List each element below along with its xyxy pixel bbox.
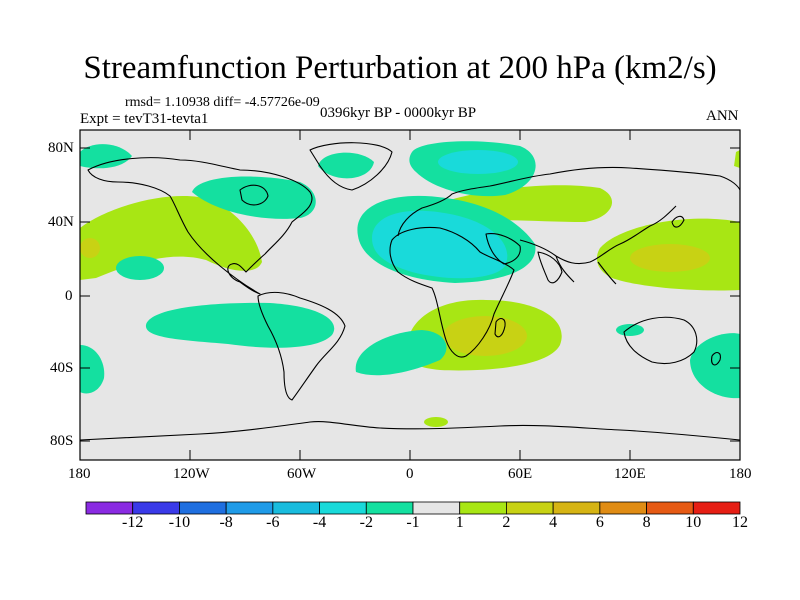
contour-neg-npacific — [80, 144, 132, 169]
coast-north-america — [87, 157, 313, 295]
coast-south-america — [257, 291, 346, 401]
colorbar-label: -12 — [122, 514, 144, 531]
lon-ticks — [79, 130, 631, 460]
lon-label-60w: 60W — [287, 466, 317, 482]
colorbar-label: -2 — [359, 514, 373, 531]
lon-label-180w: 180 — [68, 466, 91, 482]
contour-neg2-nafrica — [372, 210, 508, 279]
period-label: 0396kyr BP - 0000kyr BP — [320, 105, 477, 121]
colorbar-label: -4 — [312, 514, 327, 531]
colorbar-box — [506, 501, 554, 515]
coast-hudson-bay — [239, 184, 269, 206]
lon-label-180e: 180 — [729, 466, 752, 482]
colorbar-box — [552, 501, 601, 515]
lat-label-40s: 40S — [50, 360, 74, 376]
contour-neg-canada — [192, 176, 316, 219]
coast-greenland — [309, 142, 393, 191]
positive-strong-contours — [80, 238, 710, 356]
colorbar-box — [646, 501, 694, 515]
lon-label-120w: 120W — [173, 466, 210, 482]
colorbar-label: 6 — [595, 514, 604, 531]
lat-label-0: 0 — [65, 288, 73, 304]
contour-neg-indianocean — [616, 324, 644, 336]
contour-pos-topright — [734, 150, 740, 168]
colorbar-label: 1 — [455, 514, 464, 531]
colorbar-box — [132, 501, 180, 515]
lat-ticks — [80, 147, 740, 442]
season-label: ANN — [706, 108, 739, 124]
coast-australia — [623, 316, 698, 365]
contour-neg-satlantic — [355, 330, 447, 376]
coastlines — [80, 142, 740, 441]
colorbar-box — [319, 501, 367, 515]
colorbar-box — [599, 501, 647, 515]
colorbar-box — [459, 501, 507, 515]
lat-label-80s: 80S — [50, 433, 74, 449]
contour-pos2-epacific — [80, 238, 100, 258]
contour-pos-antarctic — [424, 417, 448, 427]
coast-madagascar — [494, 317, 506, 338]
colorbar-label: 2 — [502, 514, 511, 531]
colorbar-box — [225, 501, 274, 515]
colorbar-box — [179, 501, 227, 515]
colorbar-box — [692, 501, 741, 515]
colorbar-box — [365, 501, 414, 515]
lon-label-0: 0 — [406, 466, 414, 482]
contour-neg-spacific — [145, 302, 335, 348]
coast-arabia — [485, 233, 521, 265]
coast-new-zealand — [711, 351, 721, 366]
lon-label-60e: 60E — [508, 466, 533, 482]
lat-label-40n: 40N — [48, 214, 74, 230]
colorbar-label: -6 — [266, 514, 280, 531]
colorbar-boxes — [85, 501, 741, 515]
lon-label-120e: 120E — [614, 466, 646, 482]
contour-fills — [80, 141, 740, 427]
coast-africa — [389, 226, 515, 358]
contour-neg2-arctic — [438, 150, 518, 174]
coast-europe-asia — [397, 166, 740, 285]
experiment-label: Expt = tevT31-tevta1 — [80, 111, 209, 127]
colorbar-box — [85, 501, 134, 515]
colorbar-label: 12 — [732, 514, 748, 531]
colorbar-label: 10 — [685, 514, 702, 531]
colorbar-label: -10 — [168, 514, 191, 531]
coast-antarctica — [80, 421, 740, 441]
colorbar-box — [272, 501, 320, 515]
contour-pos2-wpacific — [630, 244, 710, 272]
contour-pos2-safrica — [443, 316, 527, 356]
stats-label: rmsd= 1.10938 diff= -4.57726e-09 — [125, 95, 320, 110]
contour-neg-southeast — [690, 333, 740, 399]
coast-japan — [671, 215, 685, 228]
map-background — [80, 130, 740, 460]
colorbar-label: 4 — [549, 514, 558, 531]
chart-title: Streamfunction Perturbation at 200 hPa (… — [83, 50, 717, 86]
lat-label-80n: 80N — [48, 140, 74, 156]
contour-neg-southwest — [80, 345, 105, 394]
colorbar — [85, 501, 741, 515]
coast-india — [537, 251, 563, 284]
colorbar-label: -1 — [406, 514, 420, 531]
colorbar-box — [412, 501, 461, 515]
contour-neg-greenland — [318, 152, 374, 179]
contour-neg-hawaii — [116, 256, 164, 280]
negative-strong-contours — [372, 150, 518, 279]
colorbar-label: -8 — [219, 514, 233, 531]
colorbar-label: 8 — [642, 514, 651, 531]
